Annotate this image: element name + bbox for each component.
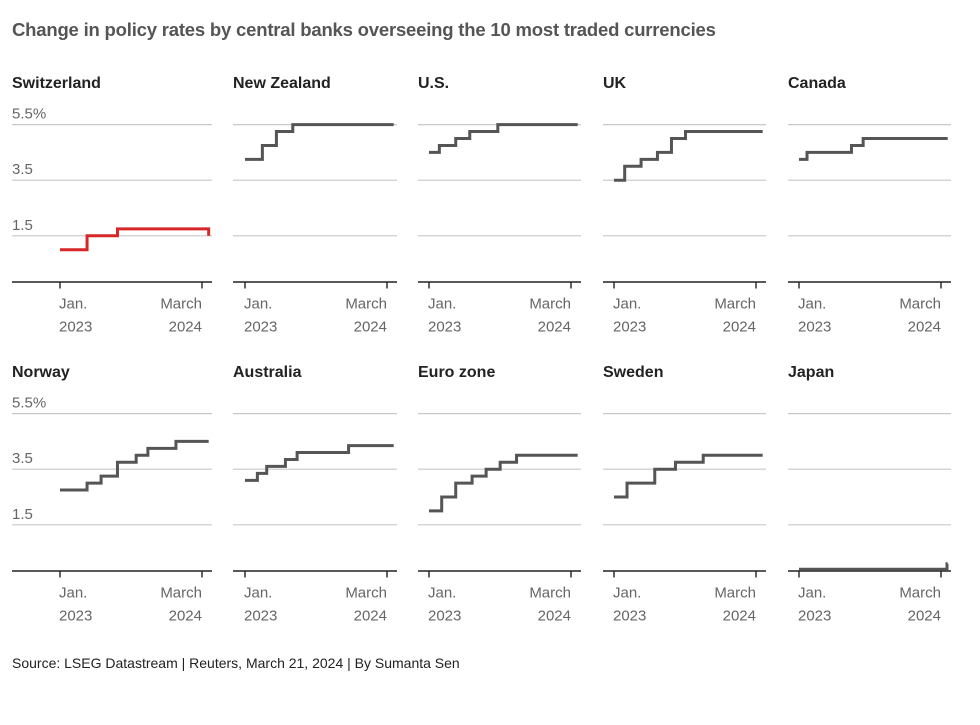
x-tick-label: 2023: [244, 608, 277, 625]
y-tick-label: 3.5: [12, 161, 33, 178]
x-tick-label: Jan.: [613, 296, 641, 313]
rate-step-line: [614, 453, 763, 499]
x-tick-label: March: [899, 296, 941, 313]
x-tick-label: 2023: [798, 608, 831, 625]
x-tick-label: Jan.: [244, 296, 272, 313]
panel-title: Norway: [12, 364, 70, 381]
rate-step-line: [429, 453, 578, 513]
x-tick-label: 2023: [613, 608, 646, 625]
x-tick-label: Jan.: [428, 585, 456, 602]
x-tick-label: March: [160, 296, 202, 313]
x-tick-label: Jan.: [428, 296, 456, 313]
y-tick-label: 1.5: [12, 506, 33, 523]
x-tick-label: 2024: [354, 608, 387, 625]
x-tick-label: 2024: [723, 319, 756, 336]
panel-title: Euro zone: [418, 364, 495, 381]
rate-step-line: [60, 227, 211, 252]
x-tick-label: 2023: [428, 319, 461, 336]
rate-step-line: [614, 130, 763, 182]
x-tick-label: Jan.: [244, 585, 272, 602]
x-tick-label: March: [529, 296, 571, 313]
x-tick-label: Jan.: [59, 296, 87, 313]
y-tick-label: 5.5%: [12, 106, 46, 123]
x-tick-label: 2023: [59, 319, 92, 336]
x-tick-label: 2024: [908, 319, 941, 336]
x-tick-label: 2024: [354, 319, 387, 336]
rate-step-line: [245, 123, 394, 161]
y-tick-label: 3.5: [12, 450, 33, 467]
x-tick-label: Jan.: [798, 585, 826, 602]
panel-title: Japan: [788, 364, 834, 381]
rate-step-line: [60, 439, 209, 492]
x-tick-label: Jan.: [613, 585, 641, 602]
panel-title: Australia: [233, 364, 302, 381]
rate-step-line: [245, 444, 394, 482]
x-tick-label: 2024: [169, 608, 202, 625]
x-tick-label: 2024: [538, 608, 571, 625]
x-tick-label: 2024: [169, 319, 202, 336]
y-tick-label: 1.5: [12, 217, 33, 234]
x-tick-label: March: [899, 585, 941, 602]
panel-title: UK: [603, 75, 627, 92]
x-tick-label: 2024: [723, 608, 756, 625]
panel-title: Switzerland: [12, 75, 101, 92]
x-tick-label: 2023: [798, 319, 831, 336]
x-tick-label: March: [714, 585, 756, 602]
x-tick-label: 2023: [59, 608, 92, 625]
source-note: Source: LSEG Datastream | Reuters, March…: [12, 655, 460, 671]
x-tick-label: Jan.: [798, 296, 826, 313]
x-tick-label: 2023: [613, 319, 646, 336]
panel-title: Canada: [788, 75, 846, 92]
x-tick-label: March: [345, 585, 387, 602]
x-tick-label: March: [160, 585, 202, 602]
rate-step-line: [429, 123, 578, 154]
rate-step-line: [799, 562, 949, 571]
x-tick-label: 2024: [908, 608, 941, 625]
x-tick-label: 2024: [538, 319, 571, 336]
rate-step-line: [799, 137, 948, 161]
panel-title: Sweden: [603, 364, 663, 381]
x-tick-label: March: [345, 296, 387, 313]
x-tick-label: 2023: [428, 608, 461, 625]
panel-title: New Zealand: [233, 75, 331, 92]
y-tick-label: 5.5%: [12, 395, 46, 412]
panel-title: U.S.: [418, 75, 449, 92]
chart-title: Change in policy rates by central banks …: [12, 19, 716, 40]
x-tick-label: Jan.: [59, 585, 87, 602]
x-tick-label: March: [529, 585, 571, 602]
x-tick-label: 2023: [244, 319, 277, 336]
x-tick-label: March: [714, 296, 756, 313]
